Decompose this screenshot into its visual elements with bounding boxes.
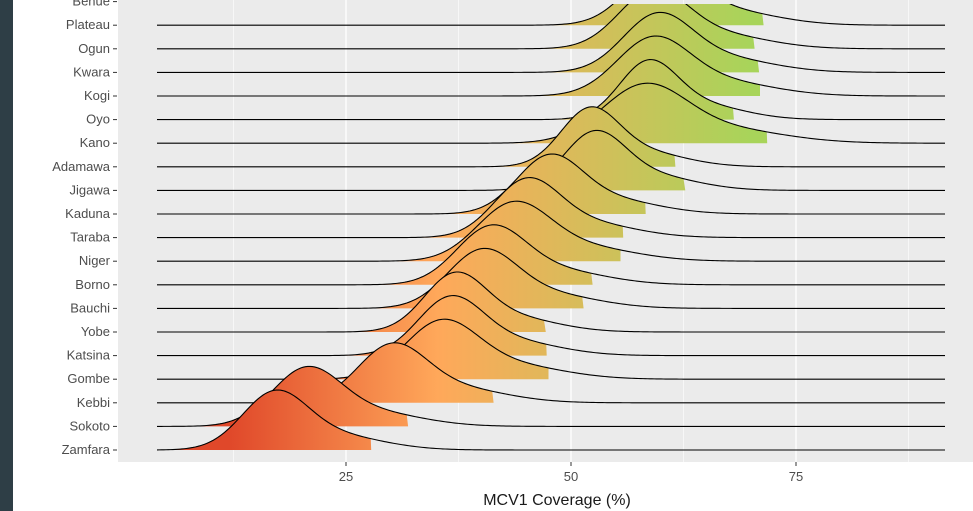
- ridge-outline: [157, 177, 945, 239]
- ridge-fill: [196, 366, 409, 427]
- ridge-fill: [325, 319, 549, 380]
- y-tick-label: Kogi: [84, 88, 110, 103]
- ridge-outline: [157, 365, 945, 427]
- ridge-outline: [157, 4, 945, 50]
- ridge-outline: [157, 4, 945, 26]
- y-tick-label: Bauchi: [70, 300, 110, 315]
- ridge-outline: [157, 35, 945, 97]
- ridges: [157, 4, 945, 451]
- x-tick-label: 50: [564, 469, 578, 484]
- y-tick-label: Borno: [75, 277, 110, 292]
- ridge-fill: [170, 390, 372, 450]
- y-axis: Benue Plateau Ogun Kwara Kogi Oyo Kano Adamawa J…: [52, 0, 117, 457]
- ridge-outline: [157, 247, 945, 309]
- x-tick-label: 25: [339, 469, 353, 484]
- ridge-fill: [495, 130, 686, 191]
- y-tick-label: Niger: [79, 253, 111, 268]
- y-tick-label: Oyo: [86, 112, 110, 127]
- ridge-fill: [371, 248, 584, 309]
- y-tick-label: Benue: [72, 0, 110, 9]
- ridge-outline: [157, 59, 945, 121]
- y-tick-label: Gombe: [67, 371, 110, 386]
- y-tick-label: Taraba: [70, 230, 111, 245]
- ridge-outline: [157, 224, 945, 286]
- vertical-gridlines: [233, 0, 909, 462]
- ridge-outline: [157, 153, 945, 215]
- y-tick-label: Zamfara: [62, 442, 111, 457]
- y-tick-label: Adamawa: [52, 159, 111, 174]
- ridge-outline: [157, 11, 945, 73]
- ridge-zamfara: [157, 389, 945, 451]
- ridge-bauchi: [157, 247, 945, 309]
- ridge-outline: [157, 106, 945, 168]
- y-tick-label: Kebbi: [77, 395, 110, 410]
- ridge-fill: [510, 83, 768, 144]
- y-tick-label: Kano: [80, 135, 110, 150]
- ridge-outline: [157, 200, 945, 262]
- y-tick-label: Ogun: [78, 41, 110, 56]
- x-axis-label: MCV1 Coverage (%): [483, 492, 631, 509]
- x-tick-label: 75: [789, 469, 803, 484]
- x-axis: 25 50 75: [339, 462, 803, 484]
- y-tick-label: Jigawa: [70, 182, 111, 197]
- ridge-outline: [157, 271, 945, 333]
- y-tick-label: Kaduna: [65, 206, 111, 221]
- y-tick-label: Yobe: [81, 324, 110, 339]
- y-tick-label: Plateau: [66, 17, 110, 32]
- ridge-outline: [157, 389, 945, 451]
- y-tick-label: Katsina: [67, 348, 111, 363]
- ridge-fill: [281, 342, 494, 403]
- ridge-outline: [157, 295, 945, 357]
- y-tick-label: Sokoto: [70, 418, 110, 433]
- ridge-outline: [157, 129, 945, 191]
- y-tick-label: Kwara: [73, 64, 111, 79]
- ridge-sokoto: [157, 365, 945, 427]
- ridge-jigawa: [157, 129, 945, 191]
